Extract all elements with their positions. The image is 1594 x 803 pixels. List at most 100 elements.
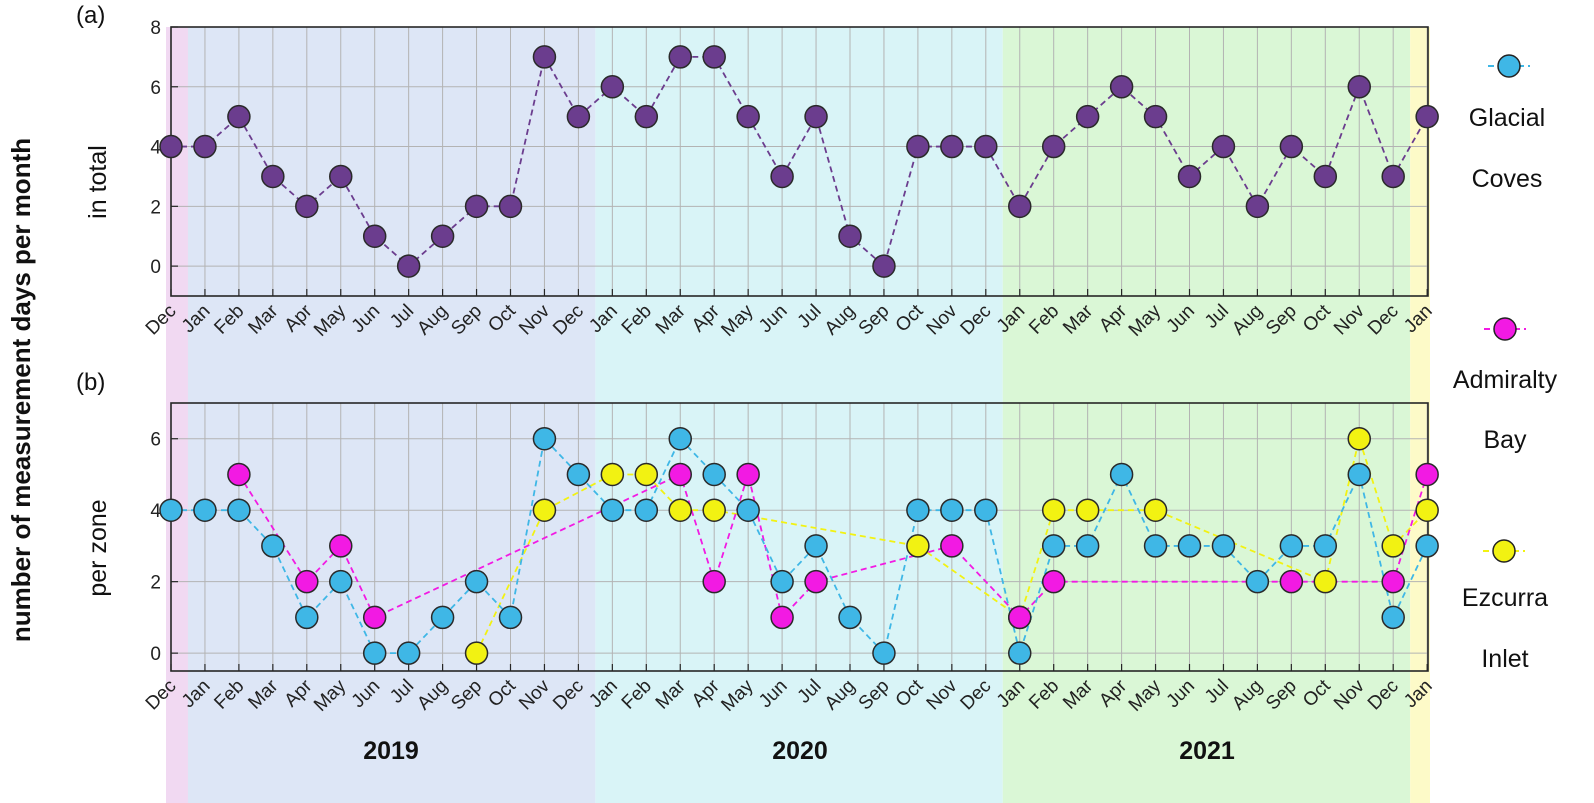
data-point-glacial <box>532 426 557 451</box>
data-point-admiralty <box>668 462 692 487</box>
data-point-total <box>329 164 353 189</box>
data-point-total <box>1245 194 1270 219</box>
data-point-glacial <box>159 498 183 522</box>
data-point-total <box>396 254 421 278</box>
y-tick-label: 6 <box>150 78 161 99</box>
data-point-glacial <box>464 569 489 594</box>
data-point-ezcurra <box>906 534 930 558</box>
data-point-admiralty <box>329 534 353 558</box>
data-point-ezcurra <box>1415 498 1439 522</box>
legend-label-glacial-line2: Coves <box>1472 165 1543 193</box>
y-tick-label: 2 <box>150 197 161 218</box>
data-point-total <box>804 104 828 129</box>
data-point-total <box>702 45 726 69</box>
data-point-glacial <box>1347 462 1371 487</box>
y-tick-label: 4 <box>150 501 161 522</box>
y-tick-label: 0 <box>150 644 161 665</box>
data-point-glacial <box>770 569 794 594</box>
data-point-ezcurra <box>1313 569 1338 594</box>
data-point-ezcurra <box>1143 498 1168 522</box>
data-point-glacial <box>804 534 828 558</box>
legend-marker-ezcurra <box>1492 539 1516 563</box>
legend-item-glacial-coves: Glacial Coves <box>1469 54 1545 193</box>
data-point-total <box>838 224 862 248</box>
data-point-ezcurra <box>668 498 692 522</box>
data-point-total <box>634 104 659 129</box>
legend-label-admiralty-line1: Admiralty <box>1453 366 1558 394</box>
data-point-glacial <box>1211 534 1236 558</box>
data-point-ezcurra <box>600 462 625 487</box>
data-point-glacial <box>634 498 659 522</box>
data-point-glacial <box>566 462 591 487</box>
data-point-total <box>600 75 625 99</box>
data-point-total <box>464 194 489 219</box>
data-point-glacial <box>736 498 760 522</box>
data-point-total <box>227 104 251 129</box>
data-point-ezcurra <box>702 498 726 522</box>
data-point-admiralty <box>702 569 726 594</box>
data-point-total <box>770 164 794 189</box>
plot-frame <box>170 26 1429 297</box>
year-label-2019: 2019 <box>363 737 419 765</box>
data-point-glacial <box>498 605 523 630</box>
data-point-glacial <box>1177 534 1202 558</box>
data-point-total <box>1143 104 1168 129</box>
data-point-glacial <box>227 498 251 522</box>
y-tick-label: 4 <box>150 138 161 159</box>
panel-b-label: (b) <box>76 369 105 396</box>
legend-label-admiralty-line2: Bay <box>1483 426 1527 454</box>
data-point-admiralty <box>940 534 964 558</box>
data-point-glacial <box>600 498 625 522</box>
panel-b-ylabel: per zone <box>84 499 112 596</box>
data-point-glacial <box>872 641 896 665</box>
data-point-total <box>668 45 692 69</box>
year-label-2021: 2021 <box>1179 737 1235 765</box>
band-2020 <box>595 27 1003 803</box>
data-point-ezcurra <box>1381 534 1405 558</box>
data-point-admiralty <box>362 605 387 630</box>
panel-a-ylabel: in total <box>84 145 112 219</box>
data-point-total <box>566 104 591 129</box>
data-point-glacial <box>1313 534 1338 558</box>
data-point-admiralty <box>736 462 760 487</box>
data-point-glacial <box>1041 534 1066 558</box>
legend-label-glacial-line1: Glacial <box>1469 104 1545 132</box>
data-point-glacial <box>396 641 421 665</box>
data-point-glacial <box>1415 534 1439 558</box>
year-label-2020: 2020 <box>772 737 828 765</box>
data-point-total <box>1347 75 1371 99</box>
data-point-admiralty <box>227 462 251 487</box>
shared-ylabel: number of measurement days per month <box>6 138 36 642</box>
legend-marker-glacial <box>1497 54 1521 78</box>
legend: Glacial Coves Admiralty Bay Ezcurra Inle… <box>1453 54 1558 673</box>
y-tick-label: 6 <box>150 430 161 451</box>
legend-marker-admiralty <box>1493 317 1517 341</box>
data-point-total <box>1279 134 1304 159</box>
panel-a-label: (a) <box>76 2 105 29</box>
data-point-glacial <box>1245 569 1270 594</box>
data-point-total <box>872 254 896 278</box>
data-point-total <box>974 134 998 159</box>
data-point-total <box>1041 134 1066 159</box>
data-point-total <box>1415 104 1439 129</box>
data-point-total <box>1177 164 1202 189</box>
data-point-glacial <box>1279 534 1304 558</box>
data-point-glacial <box>974 498 998 522</box>
data-point-glacial <box>1075 534 1100 558</box>
data-point-total <box>362 224 387 248</box>
data-point-glacial <box>668 426 692 451</box>
y-tick-label: 8 <box>150 18 161 39</box>
year-bands <box>166 27 1430 803</box>
data-point-glacial <box>430 605 455 630</box>
band-2019 <box>187 27 596 803</box>
band-jan2022 <box>1410 27 1430 803</box>
data-point-total <box>430 224 455 248</box>
data-point-total <box>940 134 964 159</box>
data-point-glacial <box>906 498 930 522</box>
data-point-ezcurra <box>1075 498 1100 522</box>
data-point-admiralty <box>1381 569 1405 594</box>
data-point-ezcurra <box>1347 426 1371 451</box>
data-point-total <box>193 134 217 159</box>
data-point-glacial <box>940 498 964 522</box>
